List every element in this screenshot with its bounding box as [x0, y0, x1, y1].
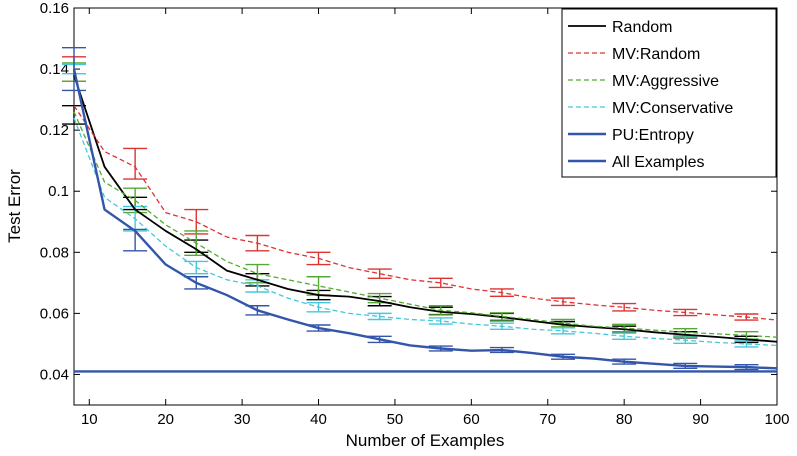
legend-label-random: Random [612, 19, 672, 36]
error-bar-pu-entropy [123, 228, 148, 252]
x-tick-label: 30 [234, 411, 251, 428]
legend-box [561, 8, 777, 178]
y-tick-label: 0.04 [40, 366, 69, 383]
x-tick-label: 100 [764, 411, 789, 428]
y-tick-label: 0.12 [40, 122, 69, 139]
y-tick-label: 0.14 [40, 61, 69, 78]
error-bar-mv-random [123, 147, 148, 180]
legend-label-all-examples: All Examples [612, 154, 704, 171]
error-bar-mv-random [367, 268, 392, 279]
error-bar-mv-aggressive [551, 318, 576, 328]
y-tick-label: 0.06 [40, 305, 69, 322]
error-bar-mv-conservative [367, 312, 392, 321]
legend: Random MV:Random MV:Aggressive MV:Conservat… [561, 8, 777, 178]
x-tick-label: 10 [81, 411, 98, 428]
error-bar-mv-conservative [551, 327, 576, 335]
series-line-mv-conservative [73, 117, 778, 347]
legend-label-pu-entropy: PU:Entropy [612, 127, 694, 144]
x-tick-label: 20 [157, 411, 174, 428]
y-tick-label: 0.08 [40, 244, 69, 261]
legend-label-mv-conservative: MV:Conservative [612, 100, 733, 117]
series-lines [72, 68, 778, 373]
y-tick-label: 0.16 [40, 0, 69, 17]
x-tick-label: 40 [310, 411, 327, 428]
x-tick-label: 80 [616, 411, 633, 428]
y-axis-ticks: 0.04 0.06 0.08 0.1 0.12 0.14 0.16 [40, 0, 777, 383]
legend-label-mv-random: MV:Random [612, 46, 700, 63]
error-bars [62, 47, 759, 371]
x-tick-label: 50 [387, 411, 404, 428]
x-tick-label: 90 [692, 411, 709, 428]
series-line-pu-entropy [72, 68, 778, 370]
series-line-mv-random [73, 105, 778, 321]
x-tick-label: 60 [463, 411, 480, 428]
error-bar-mv-random [428, 277, 453, 289]
legend-label-mv-aggressive: MV:Aggressive [612, 73, 719, 90]
y-tick-label: 0.1 [48, 183, 69, 200]
x-axis-title: Number of Examples [346, 431, 505, 450]
error-bar-mv-random [612, 302, 637, 312]
series-line-random [73, 74, 778, 343]
x-axis-ticks: 10 20 30 40 50 60 70 80 90 100 [81, 8, 790, 428]
x-tick-label: 70 [539, 411, 556, 428]
series-line-mv-aggressive [73, 111, 778, 338]
y-axis-title: Test Error [5, 169, 24, 243]
